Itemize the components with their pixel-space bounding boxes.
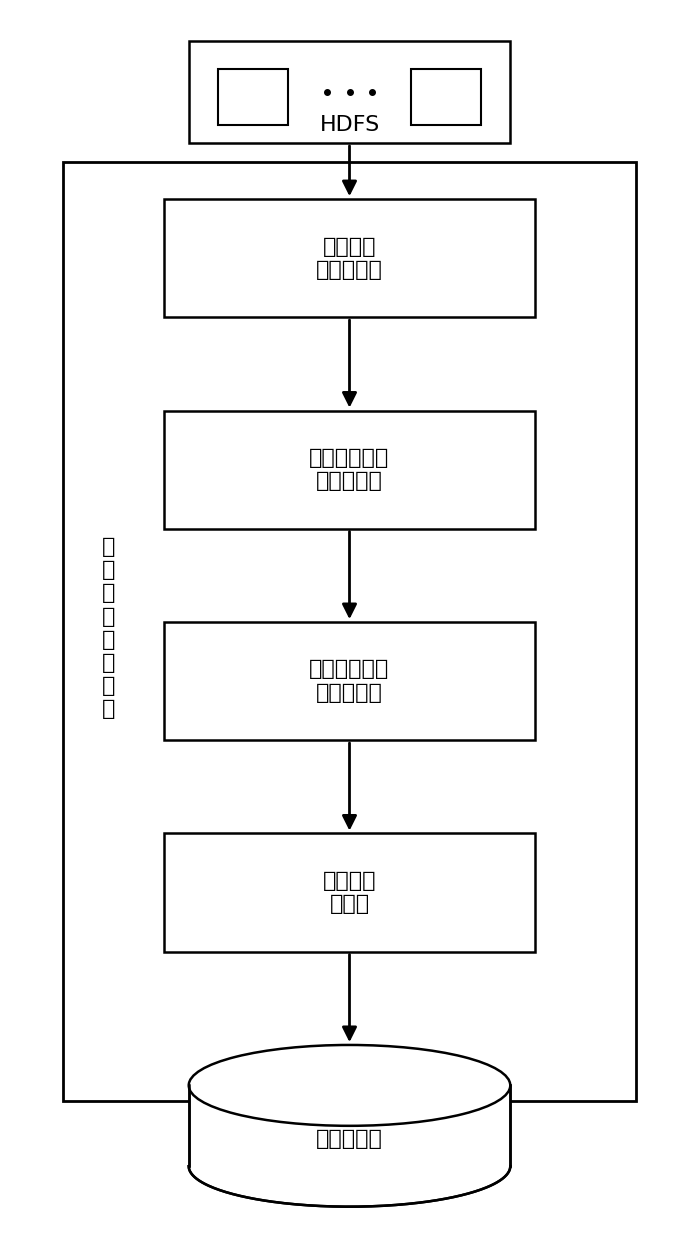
Bar	[189, 1085, 510, 1167]
Bar	[164, 199, 535, 317]
Bar	[189, 41, 510, 143]
Bar	[164, 833, 535, 952]
Text: 可拼车车辆组
查询子模块: 可拼车车辆组 查询子模块	[310, 659, 389, 703]
Text: 关系数据库: 关系数据库	[316, 1128, 383, 1148]
Text: HDFS: HDFS	[319, 114, 380, 134]
Bar	[164, 411, 535, 529]
Text: 点伴随车辆组
查询子模块: 点伴随车辆组 查询子模块	[310, 448, 389, 491]
Bar	[164, 622, 535, 740]
Ellipse shape	[189, 1045, 510, 1126]
Text: 动
态
拼
车
分
析
模
块: 动 态 拼 车 分 析 模 块	[101, 537, 115, 719]
Polygon shape	[189, 1126, 510, 1167]
Bar	[63, 162, 636, 1101]
Text: 车辆轨迹
查询子模块: 车辆轨迹 查询子模块	[316, 236, 383, 280]
Text: 拼车推荐
子模块: 拼车推荐 子模块	[323, 871, 376, 914]
Bar	[410, 68, 482, 124]
Bar	[217, 68, 289, 124]
